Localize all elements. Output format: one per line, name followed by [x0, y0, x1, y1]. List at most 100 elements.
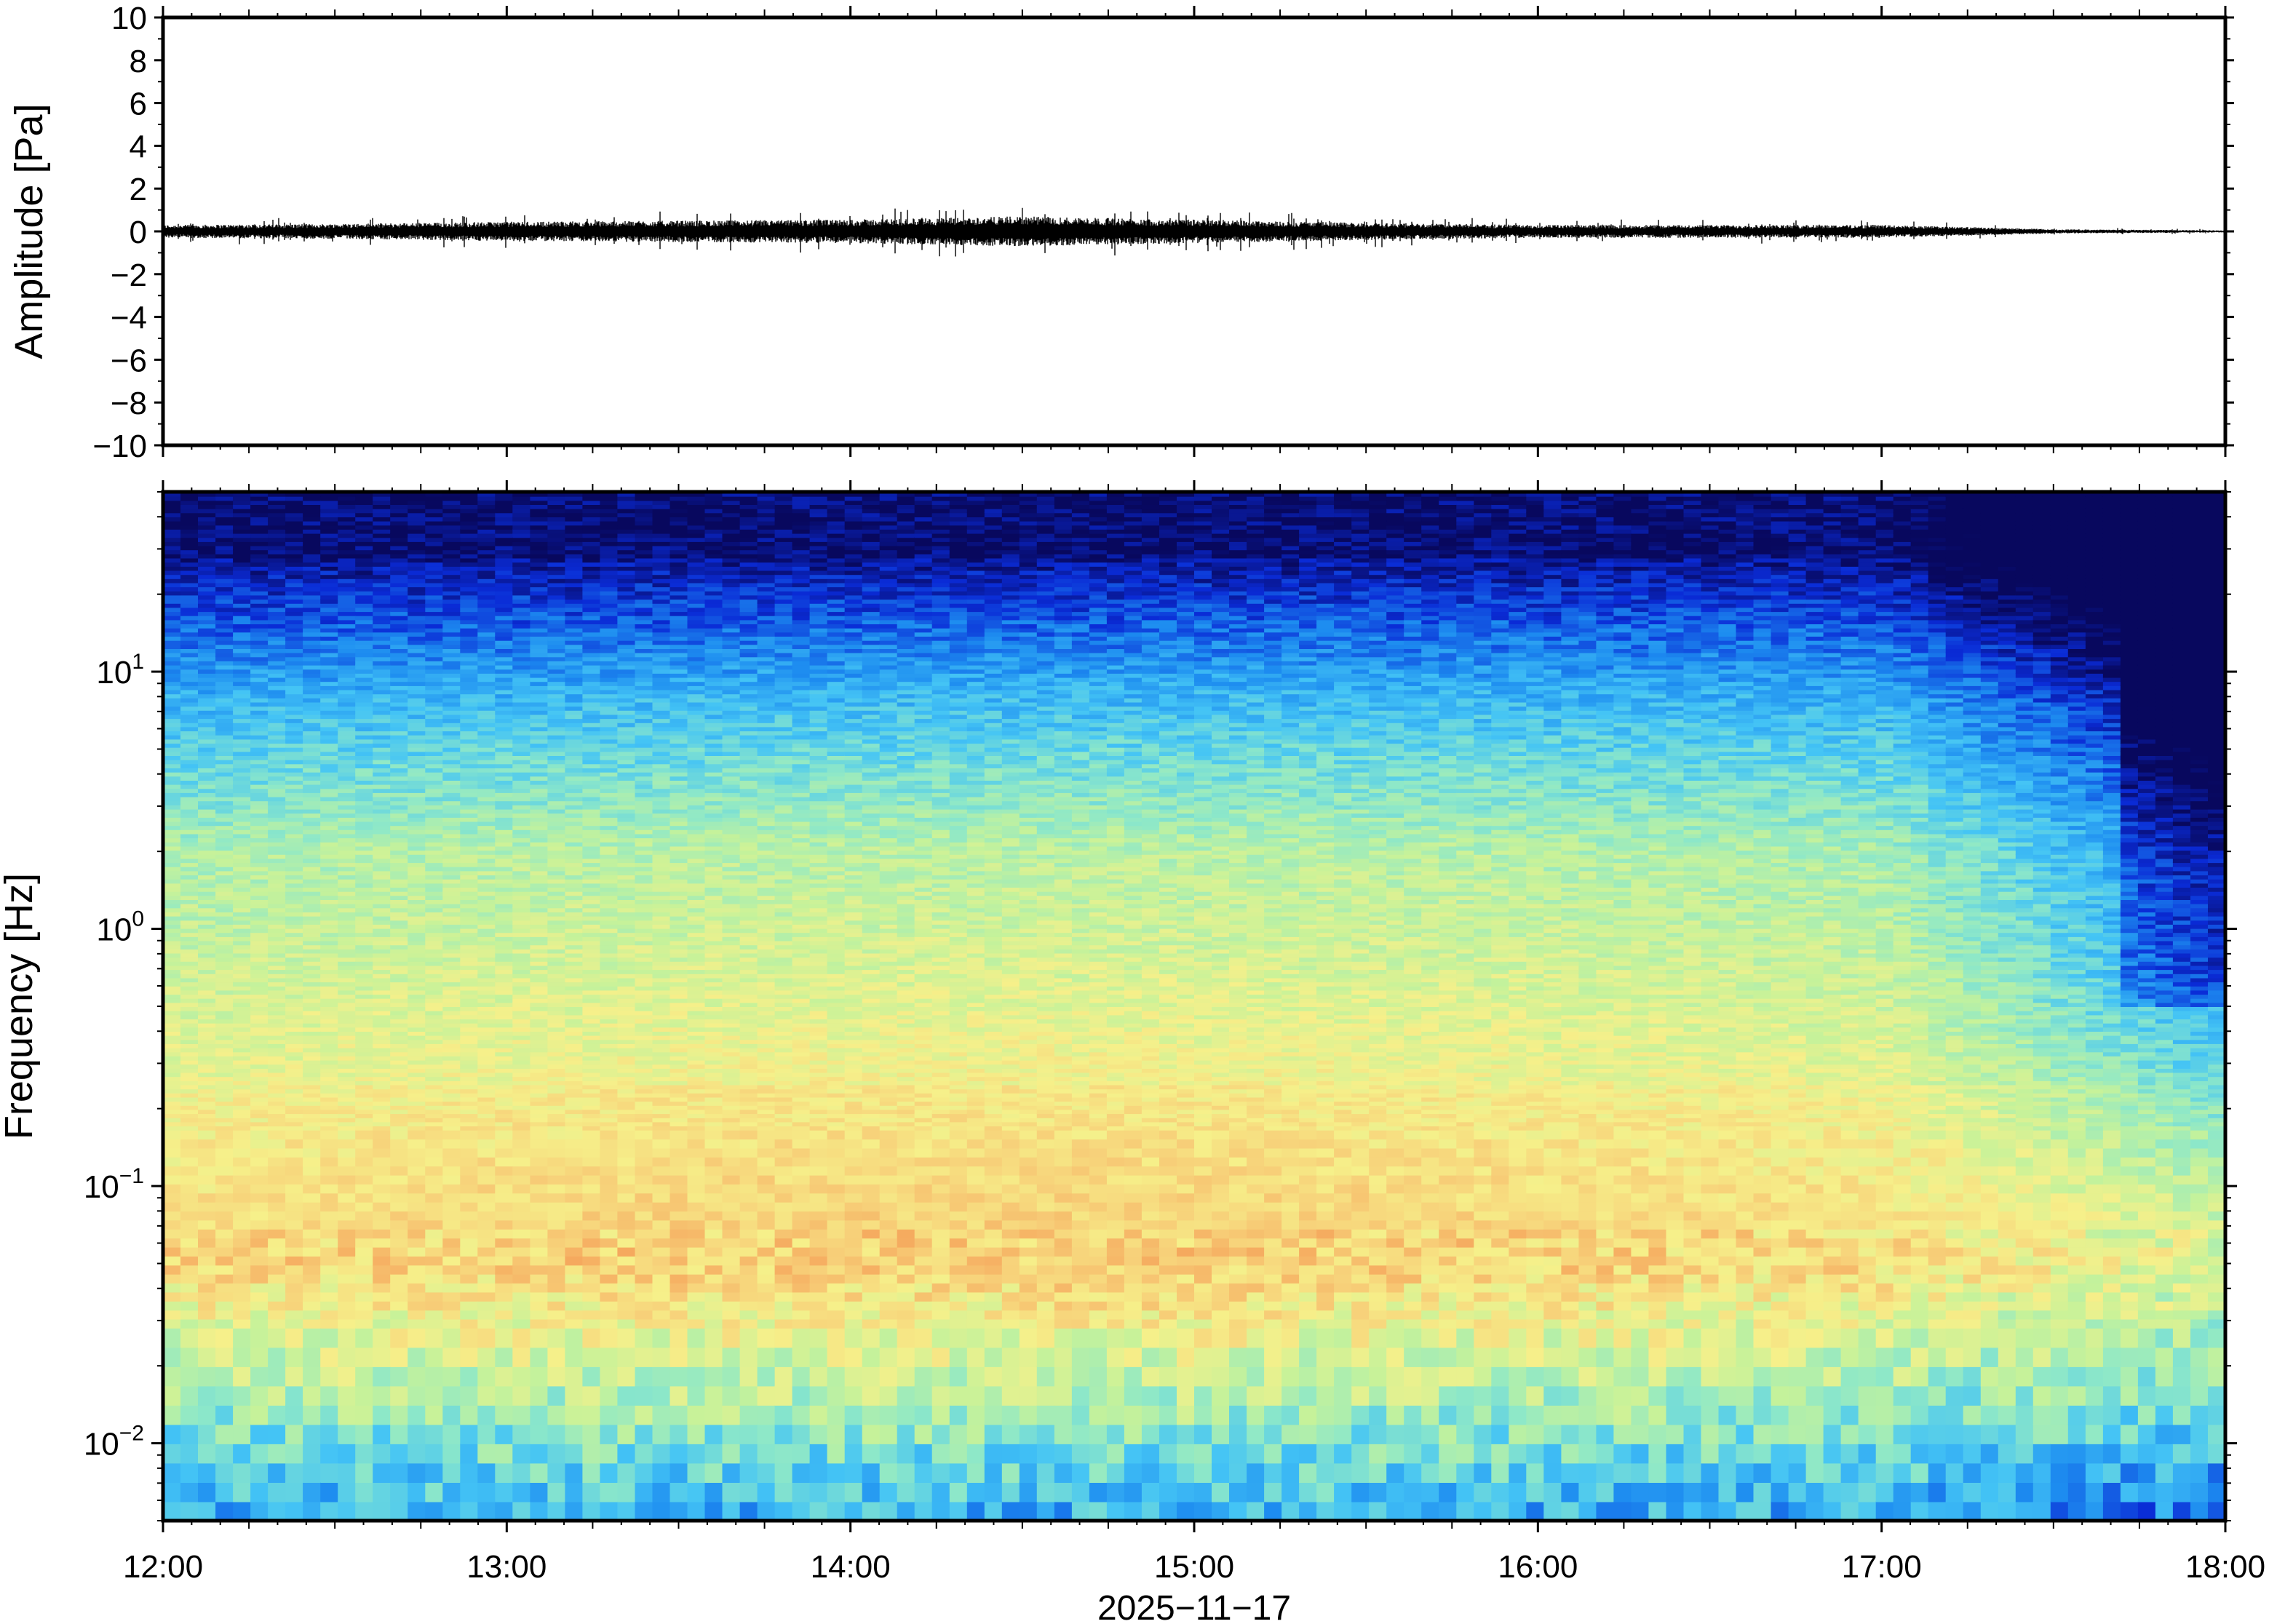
spectrogram-cell — [477, 653, 496, 658]
spectrogram-cell — [547, 632, 565, 637]
spectrogram-cell — [355, 1301, 373, 1310]
spectrogram-cell — [460, 739, 478, 744]
spectrogram-cell — [582, 1193, 600, 1202]
spectrogram-cell — [355, 870, 373, 875]
spectrogram-cell — [320, 1319, 338, 1329]
spectrogram-cell — [512, 842, 531, 847]
spectrogram-cell — [180, 842, 199, 847]
spectrogram-cell — [600, 1366, 618, 1387]
spectrogram-cell — [495, 1238, 513, 1247]
spectrogram-cell — [373, 1219, 391, 1229]
spectrogram-cell — [460, 1424, 478, 1444]
spectrogram-cell — [425, 1211, 443, 1220]
spectrogram-cell — [163, 1301, 181, 1310]
spectrogram-cell — [163, 1229, 181, 1238]
spectrogram-cell — [512, 747, 531, 752]
spectrogram-cell — [215, 1444, 234, 1464]
spectrogram-cell — [233, 690, 251, 695]
spectrogram-cell — [495, 710, 513, 715]
spectrogram-cell — [250, 1101, 269, 1106]
spectrogram-cell — [163, 1048, 181, 1053]
spectrogram-cell — [373, 1121, 391, 1126]
spectrogram-cell — [390, 1219, 408, 1229]
spectrogram-cell — [408, 1166, 426, 1175]
spectrogram-cell — [215, 739, 234, 744]
spectrogram-cell — [233, 1035, 251, 1040]
spectrogram-cell — [495, 944, 513, 950]
spectrogram-cell — [530, 924, 548, 929]
spectrogram-cell — [198, 1274, 216, 1283]
spectrogram-cell — [320, 1035, 338, 1040]
spectrogram-cell — [477, 941, 496, 946]
spectrogram-cell — [163, 982, 181, 987]
spectrogram-cell — [547, 953, 565, 958]
spectrogram-cell — [268, 974, 286, 979]
spectrogram-cell — [530, 1347, 548, 1367]
spectrogram-cell — [477, 1064, 496, 1069]
spectrogram-cell — [442, 690, 461, 695]
spectrogram-cell — [600, 1048, 618, 1053]
spectrogram-cell — [582, 1211, 600, 1220]
spectrogram-cell — [320, 1085, 338, 1090]
spectrogram-cell — [303, 932, 321, 937]
spectrogram-cell — [180, 1043, 199, 1048]
spectrogram-cell — [163, 924, 181, 929]
spectrogram-cell — [285, 1247, 303, 1257]
spectrogram-cell — [285, 1048, 303, 1053]
spectrogram-cell — [338, 1366, 356, 1387]
spectrogram-cell — [268, 541, 286, 546]
spectrogram-cell — [530, 1175, 548, 1185]
spectrogram-cell — [582, 1301, 600, 1310]
spectrogram-cell — [495, 578, 513, 584]
spectrogram-cell — [180, 1139, 199, 1148]
spectrogram-cell — [390, 1247, 408, 1257]
spectrogram-cell — [425, 1482, 443, 1502]
spectrogram-cell — [442, 504, 461, 509]
spectrogram-cell — [425, 1265, 443, 1274]
spectrogram-cell — [285, 800, 303, 805]
spectrogram-cell — [338, 870, 356, 875]
spectrogram-cell — [547, 1166, 565, 1175]
spectrogram-cell — [268, 887, 286, 892]
spectrogram-cell — [390, 887, 408, 892]
spectrogram-cell — [338, 1274, 356, 1283]
spectrogram-cell — [268, 1202, 286, 1211]
spectrogram-cell — [320, 1328, 338, 1348]
spectrogram-cell — [512, 1085, 531, 1090]
spectrogram-cell — [530, 1027, 548, 1032]
spectrogram-cell — [390, 599, 408, 604]
spectrogram-cell — [163, 1019, 181, 1024]
spectrogram-cell — [250, 607, 269, 612]
spectrogram-cell — [442, 1274, 461, 1283]
spectrogram-cell — [198, 512, 216, 517]
spectrogram-cell — [373, 1139, 391, 1148]
spectrogram-cell — [338, 1043, 356, 1048]
spectrogram-cell — [425, 768, 443, 773]
spectrogram-cell — [198, 907, 216, 912]
spectrogram-cell — [338, 755, 356, 760]
spectrogram-cell — [198, 990, 216, 995]
spectrogram-cell — [198, 1463, 216, 1484]
spectrogram-cell — [355, 821, 373, 827]
spectrogram-cell — [373, 504, 391, 509]
spectrogram-cell — [320, 1193, 338, 1202]
spectrogram-cell — [320, 755, 338, 760]
spectrogram-cell — [355, 941, 373, 946]
spectrogram-cell — [547, 1011, 565, 1016]
spectrogram-cell — [198, 698, 216, 703]
spectrogram-cell — [233, 1006, 251, 1011]
spectrogram-cell — [373, 1274, 391, 1283]
spectrogram-cell — [233, 776, 251, 781]
spectrogram-cell — [303, 907, 321, 912]
spectrogram-cell — [338, 1193, 356, 1202]
spectrogram-cell — [233, 533, 251, 538]
spectrogram-cell — [408, 916, 426, 921]
spectrogram-cell — [565, 1056, 583, 1061]
spectrogram-cell — [355, 1211, 373, 1220]
spectrogram-cell — [198, 755, 216, 760]
spectrogram-cell — [442, 953, 461, 958]
spectrogram-cell — [163, 512, 181, 517]
spectrogram-cell — [338, 1076, 356, 1081]
spectrogram-cell — [442, 1247, 461, 1257]
spectrogram-cell — [373, 1482, 391, 1502]
